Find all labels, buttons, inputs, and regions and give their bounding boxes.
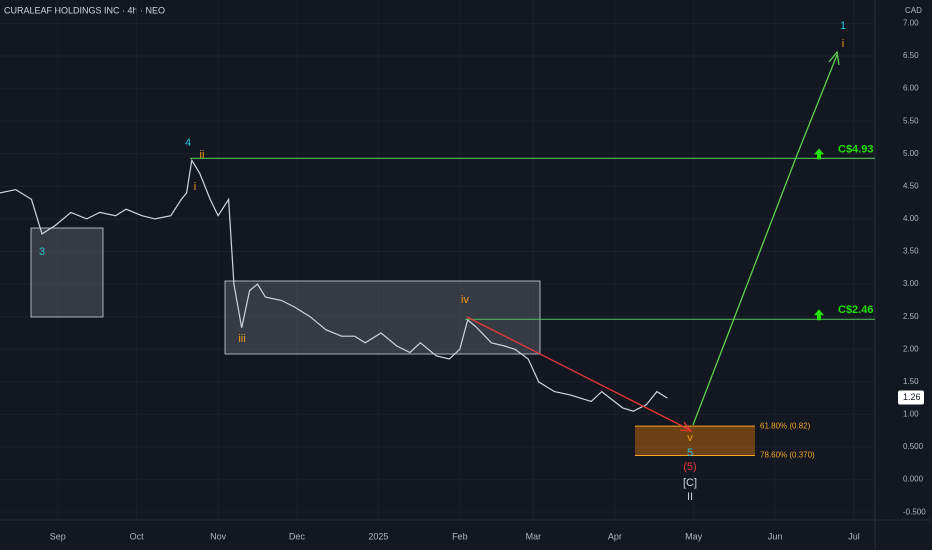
up-arrow [814, 309, 824, 321]
currency: CAD [905, 6, 922, 15]
x-tick-label: Apr [608, 531, 622, 541]
price-line [0, 158, 668, 412]
red-arrow [466, 316, 691, 431]
x-tick-label: Oct [130, 531, 145, 541]
y-tick-label: 0.000 [903, 475, 924, 484]
fib-zone [635, 426, 755, 456]
y-tick-label: -0.500 [903, 507, 926, 516]
y-tick-label: 2.50 [903, 312, 919, 321]
projection [692, 54, 838, 426]
wave-label: iv [461, 294, 469, 306]
range-box [30, 227, 104, 318]
x-tick-label: Feb [452, 531, 468, 541]
y-tick-label: 0.500 [903, 442, 924, 451]
y-tick-label: 6.00 [903, 84, 919, 93]
x-tick-label: Jun [768, 531, 783, 541]
y-tick-label: 5.50 [903, 116, 919, 125]
wave-label: II [687, 491, 693, 503]
x-tick-label: Dec [289, 531, 306, 541]
y-tick-label: 1.00 [903, 410, 919, 419]
level-label: C$4.93 [838, 143, 873, 155]
wave-label: 4 [185, 137, 191, 149]
projection-head [828, 50, 840, 66]
wave-label: i [194, 181, 196, 193]
wave-label: 5 [687, 447, 693, 459]
wave-label: ii [200, 149, 205, 161]
y-tick-label: 4.50 [903, 181, 919, 190]
x-tick-label: Jul [848, 531, 860, 541]
x-tick-label: 2025 [368, 531, 388, 541]
wave-label: [C] [683, 477, 697, 489]
wave-label: i [842, 38, 844, 50]
y-tick-label: 3.50 [903, 247, 919, 256]
y-tick-label: 3.00 [903, 279, 919, 288]
wave-label: 3 [39, 246, 45, 258]
wave-label: iii [238, 333, 245, 345]
fib-label: 61.80% (0.82) [760, 421, 811, 430]
price-tag [898, 390, 924, 405]
wave-label: (5) [683, 461, 696, 473]
wave-label: 1 [840, 20, 846, 32]
range-box [224, 280, 541, 355]
chart-title: CURALEAF HOLDINGS INC · 4h · NEO [4, 5, 165, 15]
x-tick-label: May [685, 531, 703, 541]
y-tick-label: 4.00 [903, 214, 919, 223]
x-tick-label: Sep [50, 531, 66, 541]
y-tick-label: 2.00 [903, 344, 919, 353]
y-tick-label: 1.50 [903, 377, 919, 386]
y-tick-label: 6.50 [903, 51, 919, 60]
y-tick-label: 7.00 [903, 19, 919, 28]
x-tick-label: Nov [210, 531, 227, 541]
wave-label: v [687, 432, 693, 444]
price-tag-label: 1.26 [903, 392, 921, 402]
up-arrow [814, 148, 824, 160]
red-head [679, 421, 693, 432]
x-tick-label: Mar [526, 531, 542, 541]
fib-label: 78.60% (0.370) [760, 451, 815, 460]
level-label: C$2.46 [838, 304, 873, 316]
y-tick-label: 5.00 [903, 149, 919, 158]
